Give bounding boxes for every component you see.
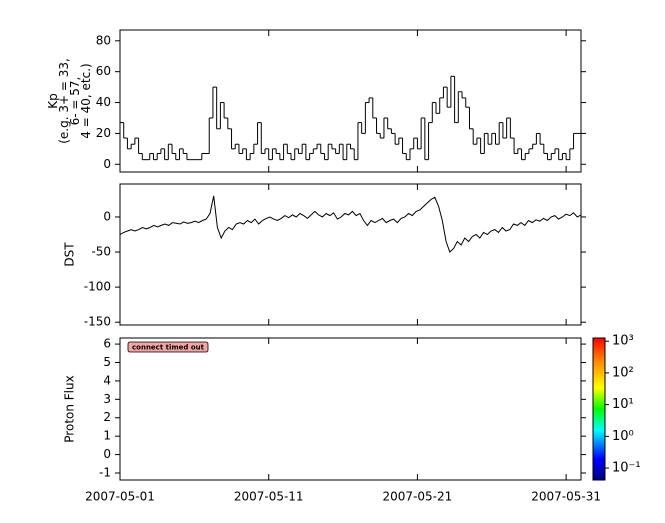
colorbar-tick-label: 10³ bbox=[612, 334, 634, 349]
plot-frame bbox=[119, 183, 582, 326]
colorbar-tick-label: 10¹ bbox=[612, 397, 634, 412]
y-tick-label: 0 bbox=[103, 447, 111, 461]
y-tick-label: -150 bbox=[84, 315, 111, 329]
y-tick-label: 40 bbox=[96, 95, 111, 109]
y-tick-label: 1 bbox=[103, 429, 111, 443]
y-axis-label: DST bbox=[63, 242, 77, 267]
y-tick-label: 6 bbox=[103, 337, 111, 351]
y-tick-label: 3 bbox=[103, 392, 111, 406]
colorbar-tick-label: 10⁻¹ bbox=[612, 461, 641, 476]
y-axis-label: Proton Flux bbox=[63, 375, 77, 442]
y-label-line: Proton Flux bbox=[63, 375, 77, 442]
annotation: connect timed out bbox=[132, 344, 205, 352]
x-tick-label: 2007-05-31 bbox=[531, 490, 601, 504]
x-tick-label: 2007-05-21 bbox=[383, 490, 453, 504]
y-tick-label: 60 bbox=[96, 64, 111, 78]
plot-frame bbox=[119, 29, 582, 173]
y-tick-label: 80 bbox=[96, 33, 111, 47]
annotation-box bbox=[127, 341, 209, 353]
colorbar bbox=[592, 337, 606, 481]
y-tick-label: 0 bbox=[103, 157, 111, 171]
y-label-line: Kp bbox=[46, 93, 60, 109]
y-tick-label: -50 bbox=[91, 245, 111, 259]
dst-line bbox=[119, 195, 582, 253]
y-tick-label: 20 bbox=[96, 126, 111, 140]
y-label-line: (e.g. 3+ = 33, bbox=[57, 58, 71, 144]
x-tick-label: 2007-05-01 bbox=[85, 490, 155, 504]
colorbar-tick-label: 10² bbox=[612, 365, 634, 380]
y-tick-label: 5 bbox=[103, 355, 111, 369]
y-label-line: DST bbox=[63, 242, 77, 267]
y-label-line: 6- = 57, bbox=[68, 77, 82, 126]
plot-frame bbox=[119, 337, 582, 481]
colorbar-tick-label: 10⁰ bbox=[612, 429, 634, 444]
y-tick-label: 2 bbox=[103, 410, 111, 424]
y-tick-label: 0 bbox=[103, 209, 111, 223]
y-tick-label: -1 bbox=[99, 466, 111, 480]
x-tick-label: 2007-05-11 bbox=[234, 490, 304, 504]
y-axis-label: Kp(e.g. 3+ = 33,6- = 57,4 = 40, etc.) bbox=[46, 58, 93, 144]
y-tick-label: -100 bbox=[84, 280, 111, 294]
y-label-line: 4 = 40, etc.) bbox=[79, 63, 93, 138]
y-tick-label: 4 bbox=[103, 373, 111, 387]
